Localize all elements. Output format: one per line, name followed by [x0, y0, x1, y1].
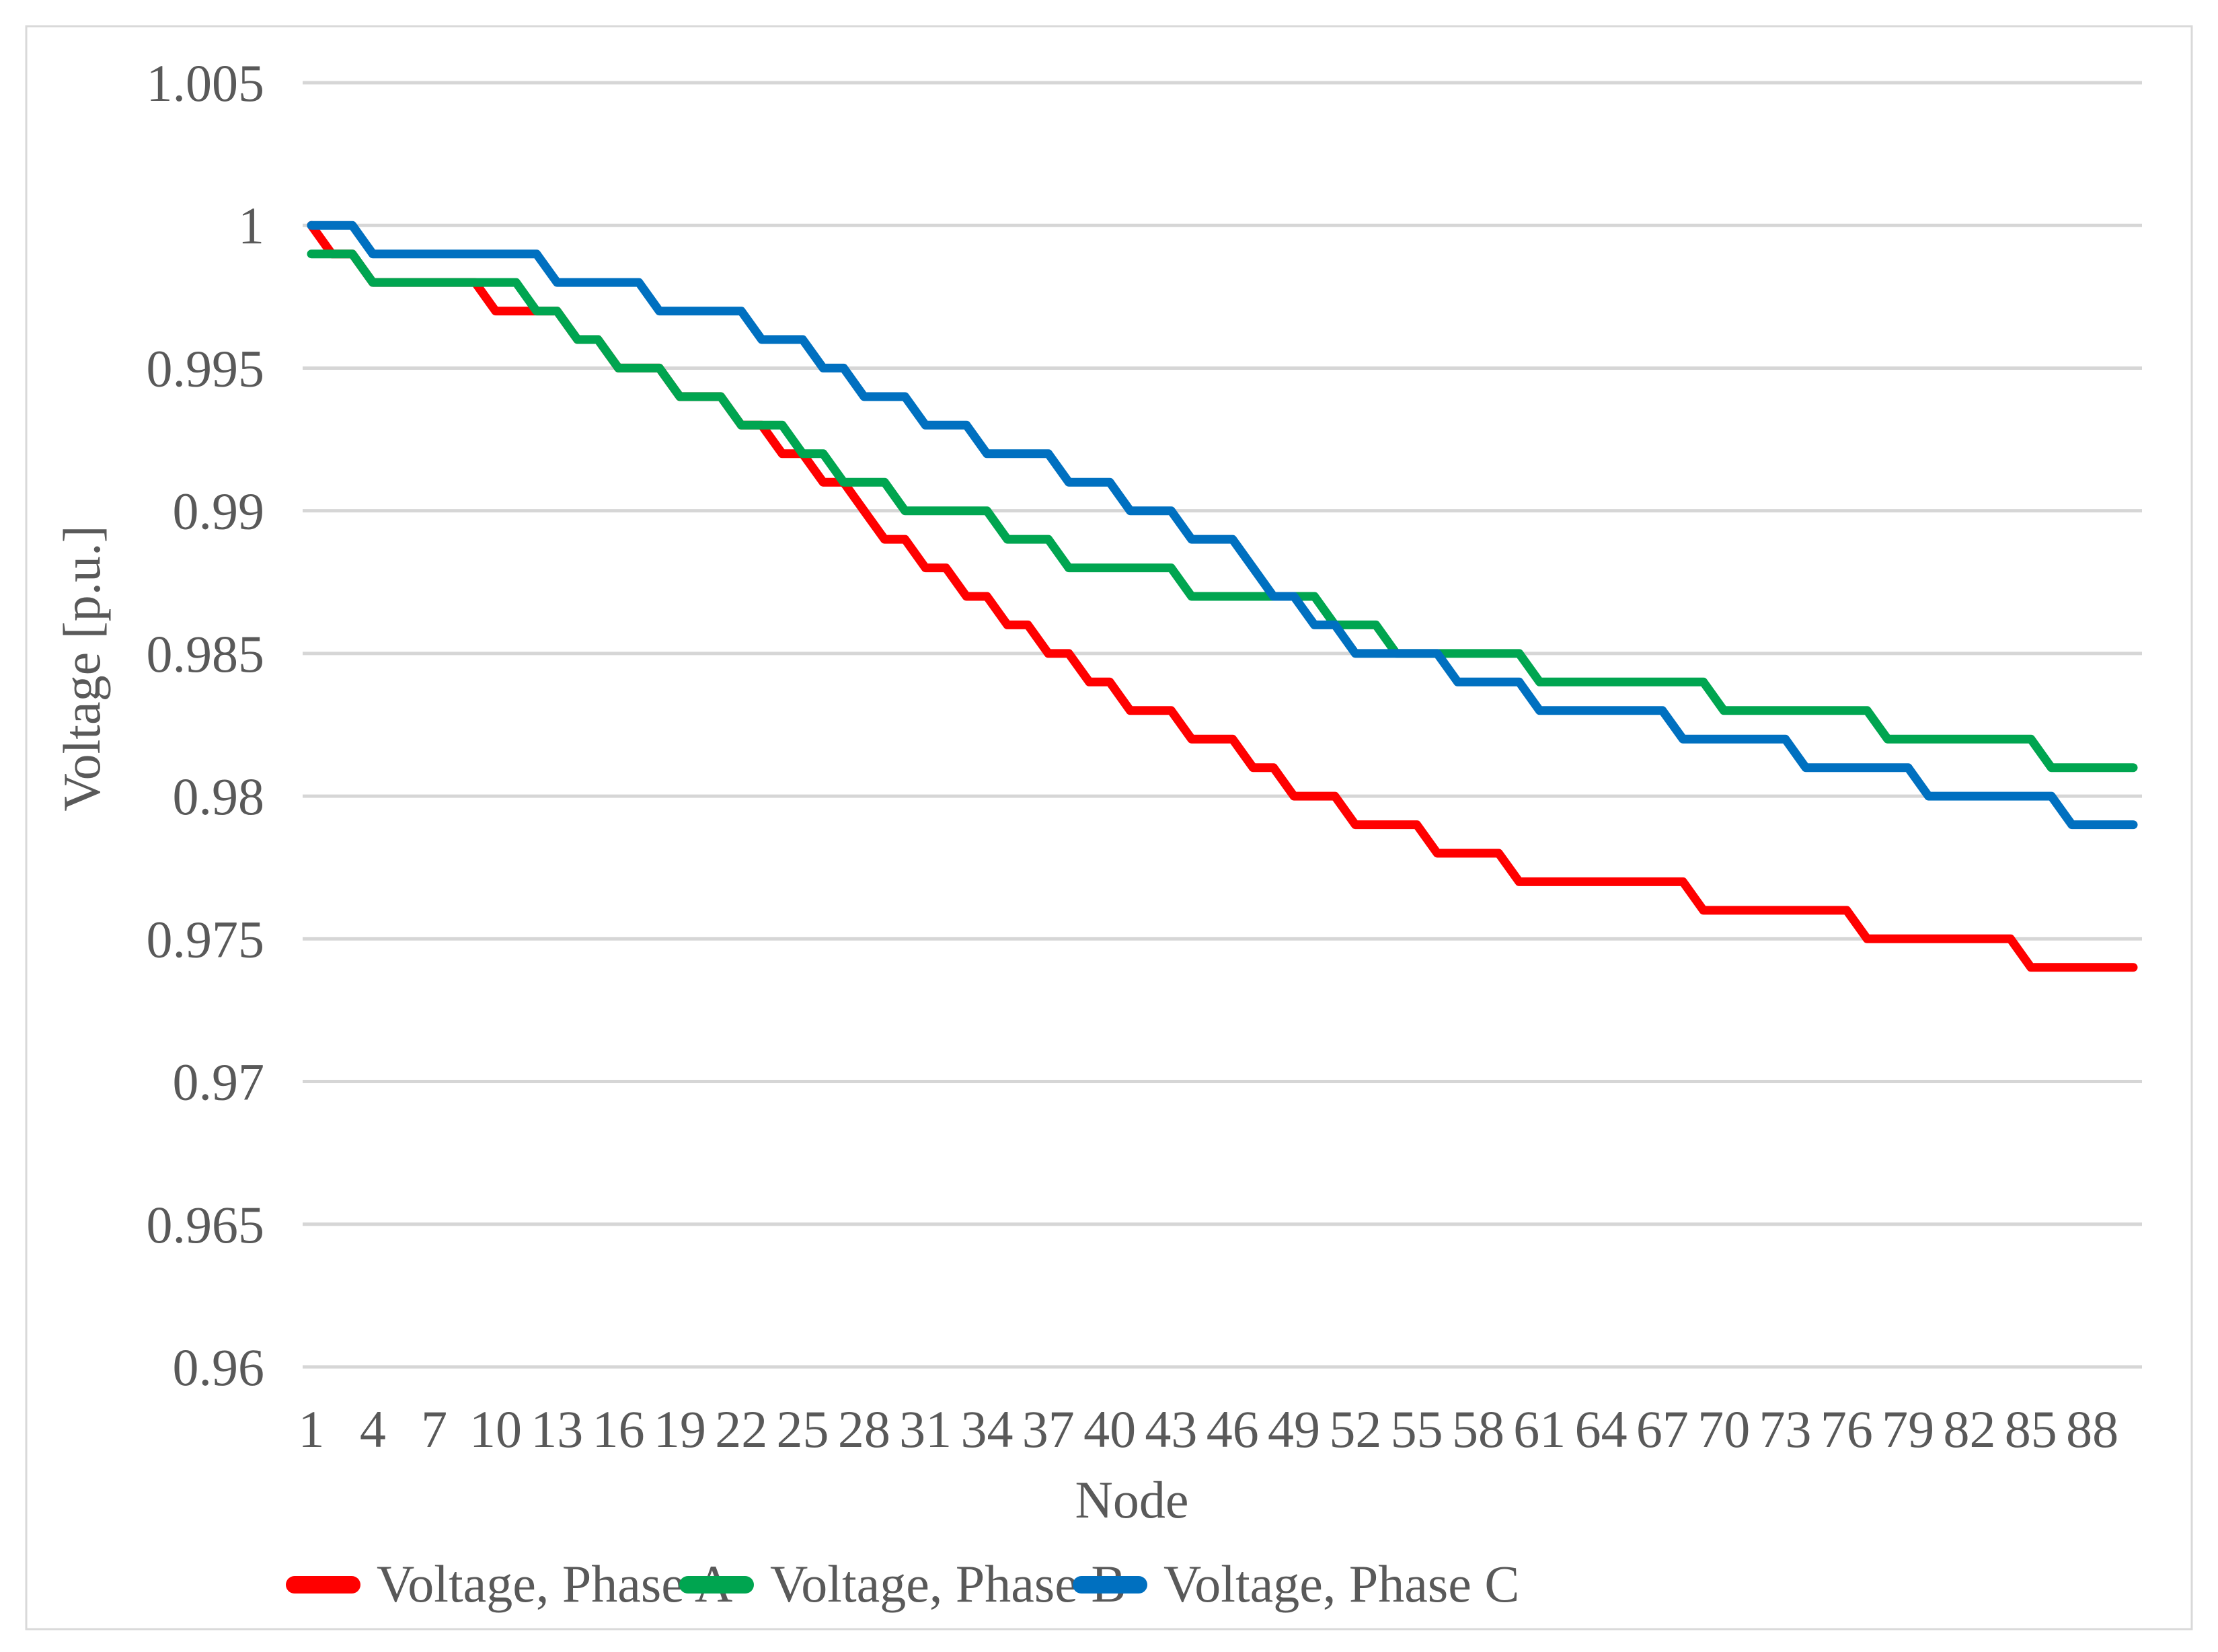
- series-line-phase-b: [307, 249, 2138, 773]
- y-tick-label: 0.965: [147, 1195, 265, 1254]
- x-tick-label: 34: [960, 1400, 1013, 1458]
- legend-label: Voltage, Phase C: [1163, 1555, 1519, 1613]
- y-axis-title: Voltage [p.u.]: [52, 525, 111, 811]
- x-tick-label: 28: [838, 1400, 890, 1458]
- series-line-phase-c: [307, 221, 2138, 830]
- x-tick-label: 61: [1513, 1400, 1566, 1458]
- legend-item: Voltage, Phase B: [679, 1555, 1126, 1613]
- series-lines-group: [307, 221, 2138, 972]
- y-tick-label: 0.99: [173, 482, 265, 541]
- x-tick-label: 4: [360, 1400, 386, 1458]
- legend-item: Voltage, Phase A: [286, 1555, 732, 1613]
- y-tick-label: 1: [238, 196, 264, 255]
- x-tick-label: 70: [1697, 1400, 1750, 1458]
- legend-label: Voltage, Phase B: [770, 1555, 1126, 1613]
- x-tick-label: 52: [1329, 1400, 1381, 1458]
- x-tick-label: 10: [469, 1400, 522, 1458]
- x-tick-label: 7: [421, 1400, 447, 1458]
- gridlines-group: [303, 81, 2142, 1369]
- y-tick-label: 0.98: [173, 767, 265, 826]
- y-tick-label: 0.97: [173, 1053, 265, 1111]
- x-tick-label: 79: [1882, 1400, 1934, 1458]
- x-tick-label: 73: [1759, 1400, 1812, 1458]
- x-tick-label: 40: [1083, 1400, 1136, 1458]
- x-axis-title: Node: [1075, 1470, 1189, 1529]
- x-tick-label: 25: [777, 1400, 829, 1458]
- x-tick-label: 64: [1575, 1400, 1628, 1458]
- x-tick-label: 13: [531, 1400, 583, 1458]
- x-tick-label: 37: [1022, 1400, 1075, 1458]
- x-tick-label: 85: [2005, 1400, 2057, 1458]
- x-axis-tick-labels: 1 4 7 10 13 16 19 22 25 28 31 34 37 40 43 46 49 52 55 58 61 6…: [299, 1400, 2119, 1458]
- x-tick-label: 16: [592, 1400, 645, 1458]
- x-tick-label: 49: [1268, 1400, 1320, 1458]
- x-tick-label: 43: [1145, 1400, 1197, 1458]
- y-tick-label: 1.005: [147, 54, 265, 112]
- x-tick-label: 82: [1943, 1400, 1995, 1458]
- y-axis-tick-labels: 1.005 1 0.995 0.99 0.985 0.98 0.975 0.97 0.965 0.…: [147, 54, 265, 1397]
- x-tick-label: 88: [2066, 1400, 2118, 1458]
- y-tick-label: 0.975: [147, 910, 265, 968]
- x-tick-label: 55: [1391, 1400, 1443, 1458]
- legend-label: Voltage, Phase A: [377, 1555, 732, 1613]
- x-tick-label: 19: [654, 1400, 706, 1458]
- y-tick-label: 0.985: [147, 625, 265, 683]
- y-tick-label: 0.995: [147, 339, 265, 397]
- y-tick-label: 0.96: [173, 1338, 265, 1397]
- x-tick-label: 67: [1636, 1400, 1689, 1458]
- x-tick-label: 31: [899, 1400, 952, 1458]
- legend: Voltage, Phase A Voltage, Phase B Voltage,…: [286, 1555, 1519, 1613]
- x-tick-label: 58: [1452, 1400, 1504, 1458]
- x-tick-label: 46: [1207, 1400, 1259, 1458]
- x-tick-label: 1: [299, 1400, 325, 1458]
- x-tick-label: 22: [715, 1400, 767, 1458]
- x-tick-label: 76: [1821, 1400, 1873, 1458]
- legend-item: Voltage, Phase C: [1073, 1555, 1519, 1613]
- chart-border: [25, 25, 2193, 1630]
